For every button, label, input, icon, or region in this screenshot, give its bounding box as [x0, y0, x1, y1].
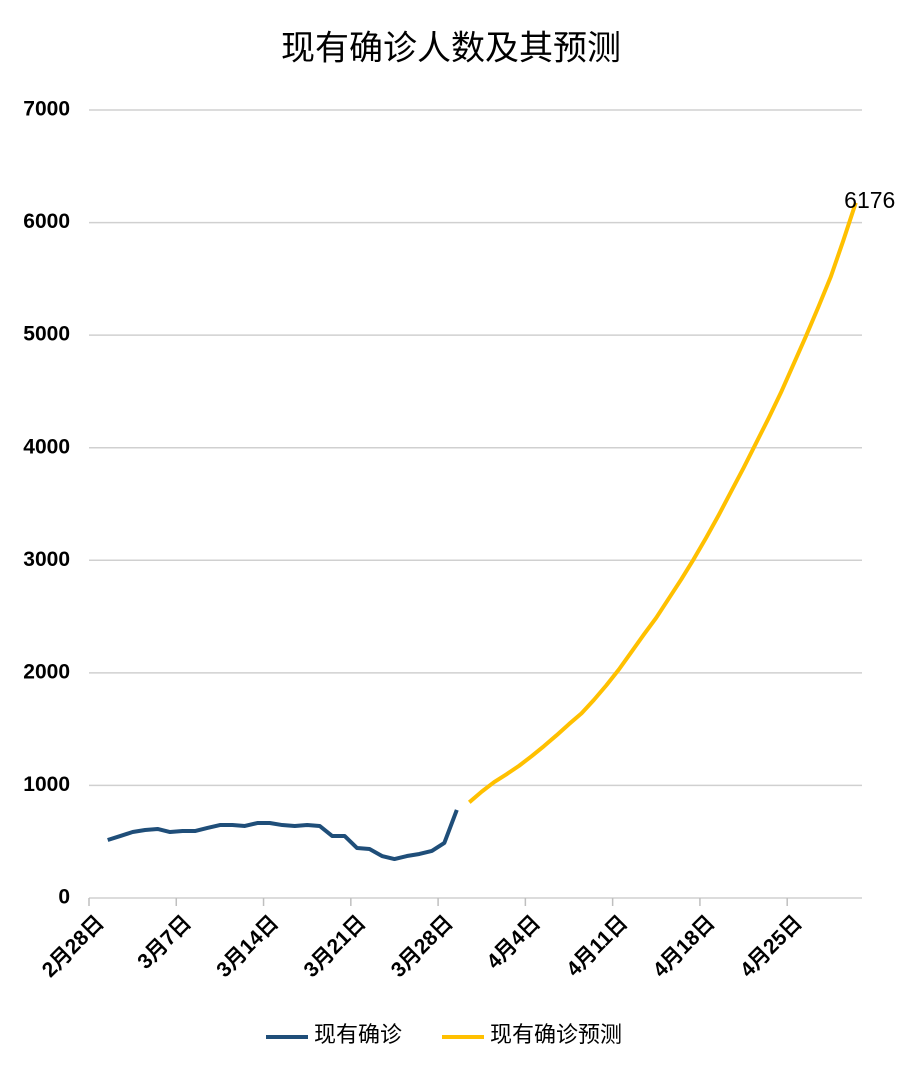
y-tick-label: 1000 [23, 773, 70, 796]
y-tick-label: 4000 [23, 435, 70, 458]
x-tick-label: 2月28日 [38, 911, 109, 982]
legend-label: 现有确诊 [314, 1023, 402, 1048]
x-tick-label: 4月18日 [649, 911, 720, 982]
x-tick-label: 4月25日 [736, 911, 807, 982]
x-tick-label: 3月21日 [300, 911, 371, 982]
legend-label: 现有确诊预测 [490, 1023, 622, 1048]
y-tick-label: 3000 [23, 548, 70, 571]
y-tick-label: 7000 [23, 98, 70, 121]
y-tick-label: 2000 [23, 660, 70, 683]
data-label: 6176 [844, 187, 895, 213]
y-tick-label: 6000 [23, 210, 70, 233]
chart-title: 现有确诊人数及其预测 [281, 29, 621, 69]
x-tick-label: 4月4日 [482, 911, 544, 973]
y-tick-label: 0 [58, 886, 70, 909]
x-tick-label: 3月7日 [133, 911, 195, 973]
x-tick-label: 4月11日 [562, 911, 632, 981]
y-tick-label: 5000 [23, 323, 70, 346]
series-line [467, 202, 858, 804]
x-tick-label: 3月14日 [212, 911, 283, 982]
x-tick-label: 3月28日 [387, 911, 458, 982]
series-line [107, 809, 459, 862]
